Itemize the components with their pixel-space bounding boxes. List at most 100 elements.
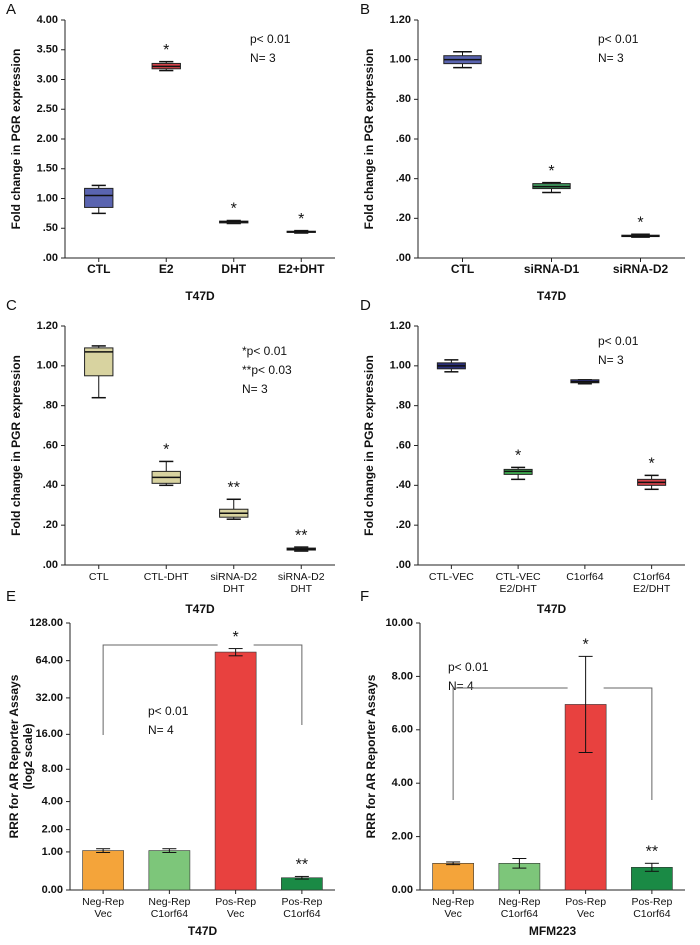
x-tick-label: siRNA-D2 bbox=[210, 571, 257, 583]
x-tick-label: DHT bbox=[290, 583, 312, 595]
significance: * bbox=[515, 448, 521, 465]
x-axis-title: T47D bbox=[537, 289, 567, 303]
x-axis-title: MFM223 bbox=[529, 924, 577, 938]
x-tick-label: Vec bbox=[94, 908, 112, 920]
x-tick-label: Pos-Rep bbox=[281, 896, 322, 908]
y-tick-label: 32.00 bbox=[35, 692, 63, 704]
y-tick-label: 64.00 bbox=[35, 655, 63, 667]
significance: * bbox=[231, 201, 237, 218]
y-tick-label: .00 bbox=[396, 559, 411, 571]
x-tick-label: CTL bbox=[89, 571, 109, 583]
annotation: p< 0.01 bbox=[598, 32, 639, 46]
x-tick-label: DHT bbox=[223, 583, 245, 595]
x-tick-label: Pos-Rep bbox=[631, 896, 672, 908]
y-axis-title: (log2 scale) bbox=[21, 723, 35, 789]
y-tick-label: .40 bbox=[43, 479, 58, 491]
significance: * bbox=[233, 629, 239, 646]
y-tick-label: 8.00 bbox=[42, 763, 63, 775]
significance: * bbox=[649, 456, 655, 473]
y-tick-label: 2.00 bbox=[392, 831, 413, 843]
x-tick-label: C1orf64 bbox=[566, 571, 604, 583]
annotation: N= 4 bbox=[448, 679, 474, 693]
bar bbox=[214, 651, 257, 891]
y-axis-title: Fold change in PGR expression bbox=[362, 355, 376, 536]
y-tick-label: .00 bbox=[396, 252, 411, 264]
y-tick-label: 1.00 bbox=[37, 360, 58, 372]
y-tick-label: 4.00 bbox=[37, 14, 58, 26]
annotation: N= 4 bbox=[148, 723, 174, 737]
significance: * bbox=[163, 42, 169, 59]
annotation: **p< 0.03 bbox=[242, 363, 292, 377]
y-tick-label: .40 bbox=[396, 479, 411, 491]
y-tick-label: 2.00 bbox=[37, 133, 58, 145]
panel-label: F bbox=[360, 588, 369, 605]
y-tick-label: 0.00 bbox=[42, 884, 63, 896]
y-tick-label: 10.00 bbox=[385, 617, 413, 629]
y-axis-title: RRR for AR Reporter Assays bbox=[364, 674, 378, 838]
x-tick-label: Pos-Rep bbox=[215, 896, 256, 908]
y-tick-label: .50 bbox=[43, 222, 58, 234]
bar bbox=[281, 877, 323, 891]
annotation: N= 3 bbox=[598, 51, 624, 65]
annotation: N= 3 bbox=[250, 51, 276, 65]
y-tick-label: 1.00 bbox=[390, 360, 411, 372]
panel-label: B bbox=[360, 1, 370, 18]
significance: ** bbox=[296, 857, 308, 874]
y-tick-label: 2.50 bbox=[37, 103, 58, 115]
significance: * bbox=[583, 637, 589, 654]
panel-label: A bbox=[6, 1, 16, 18]
significance: * bbox=[548, 163, 554, 180]
y-tick-label: .80 bbox=[396, 93, 411, 105]
x-tick-label: siRNA-D2 bbox=[278, 571, 325, 583]
y-axis-title: RRR for AR Reporter Assays bbox=[7, 674, 21, 838]
annotation: N= 3 bbox=[598, 353, 624, 367]
y-tick-label: 1.00 bbox=[37, 192, 58, 204]
annotation: p< 0.01 bbox=[250, 32, 291, 46]
panel-label: C bbox=[6, 297, 17, 314]
annotation: p< 0.01 bbox=[448, 660, 489, 674]
y-tick-label: 1.50 bbox=[37, 163, 58, 175]
annotation: N= 3 bbox=[242, 382, 268, 396]
box bbox=[84, 187, 114, 208]
x-tick-label: E2/DHT bbox=[499, 583, 537, 595]
bracket bbox=[603, 687, 653, 800]
significance: * bbox=[163, 442, 169, 459]
y-axis-title: Fold change in PGR expression bbox=[9, 355, 23, 536]
x-tick-label: E2+DHT bbox=[278, 262, 325, 276]
y-tick-label: 1.00 bbox=[390, 54, 411, 66]
y-tick-label: 16.00 bbox=[35, 728, 63, 740]
x-tick-label: CTL-DHT bbox=[144, 571, 189, 583]
bar bbox=[432, 862, 474, 891]
y-axis-title: Fold change in PGR expression bbox=[362, 49, 376, 230]
x-tick-label: Neg-Rep bbox=[148, 896, 190, 908]
bar bbox=[148, 850, 191, 891]
y-tick-label: 1.20 bbox=[37, 320, 58, 332]
y-tick-label: .00 bbox=[43, 252, 58, 264]
y-tick-label: 2.00 bbox=[42, 824, 63, 836]
x-tick-label: C1orf64 bbox=[633, 908, 671, 920]
x-tick-label: C1orf64 bbox=[501, 908, 539, 920]
x-tick-label: Pos-Rep bbox=[565, 896, 606, 908]
x-tick-label: Vec bbox=[227, 908, 245, 920]
y-tick-label: .60 bbox=[43, 439, 58, 451]
x-tick-label: E2 bbox=[159, 262, 174, 276]
significance: ** bbox=[295, 527, 307, 544]
y-tick-label: .40 bbox=[396, 173, 411, 185]
x-tick-label: C1orf64 bbox=[151, 908, 189, 920]
bracket bbox=[102, 644, 218, 735]
y-tick-label: 1.20 bbox=[390, 320, 411, 332]
significance: * bbox=[637, 214, 643, 231]
panel-label: D bbox=[360, 297, 371, 314]
x-tick-label: C1orf64 bbox=[633, 571, 671, 583]
y-tick-label: 3.50 bbox=[37, 44, 58, 56]
x-axis-title: T47D bbox=[185, 289, 215, 303]
x-tick-label: Neg-Rep bbox=[82, 896, 124, 908]
panel-label: E bbox=[6, 588, 16, 605]
significance: ** bbox=[646, 844, 658, 861]
x-tick-label: Vec bbox=[577, 908, 595, 920]
x-tick-label: E2/DHT bbox=[633, 583, 671, 595]
significance: ** bbox=[228, 479, 240, 496]
annotation: *p< 0.01 bbox=[242, 344, 287, 358]
y-tick-label: 8.00 bbox=[392, 670, 413, 682]
